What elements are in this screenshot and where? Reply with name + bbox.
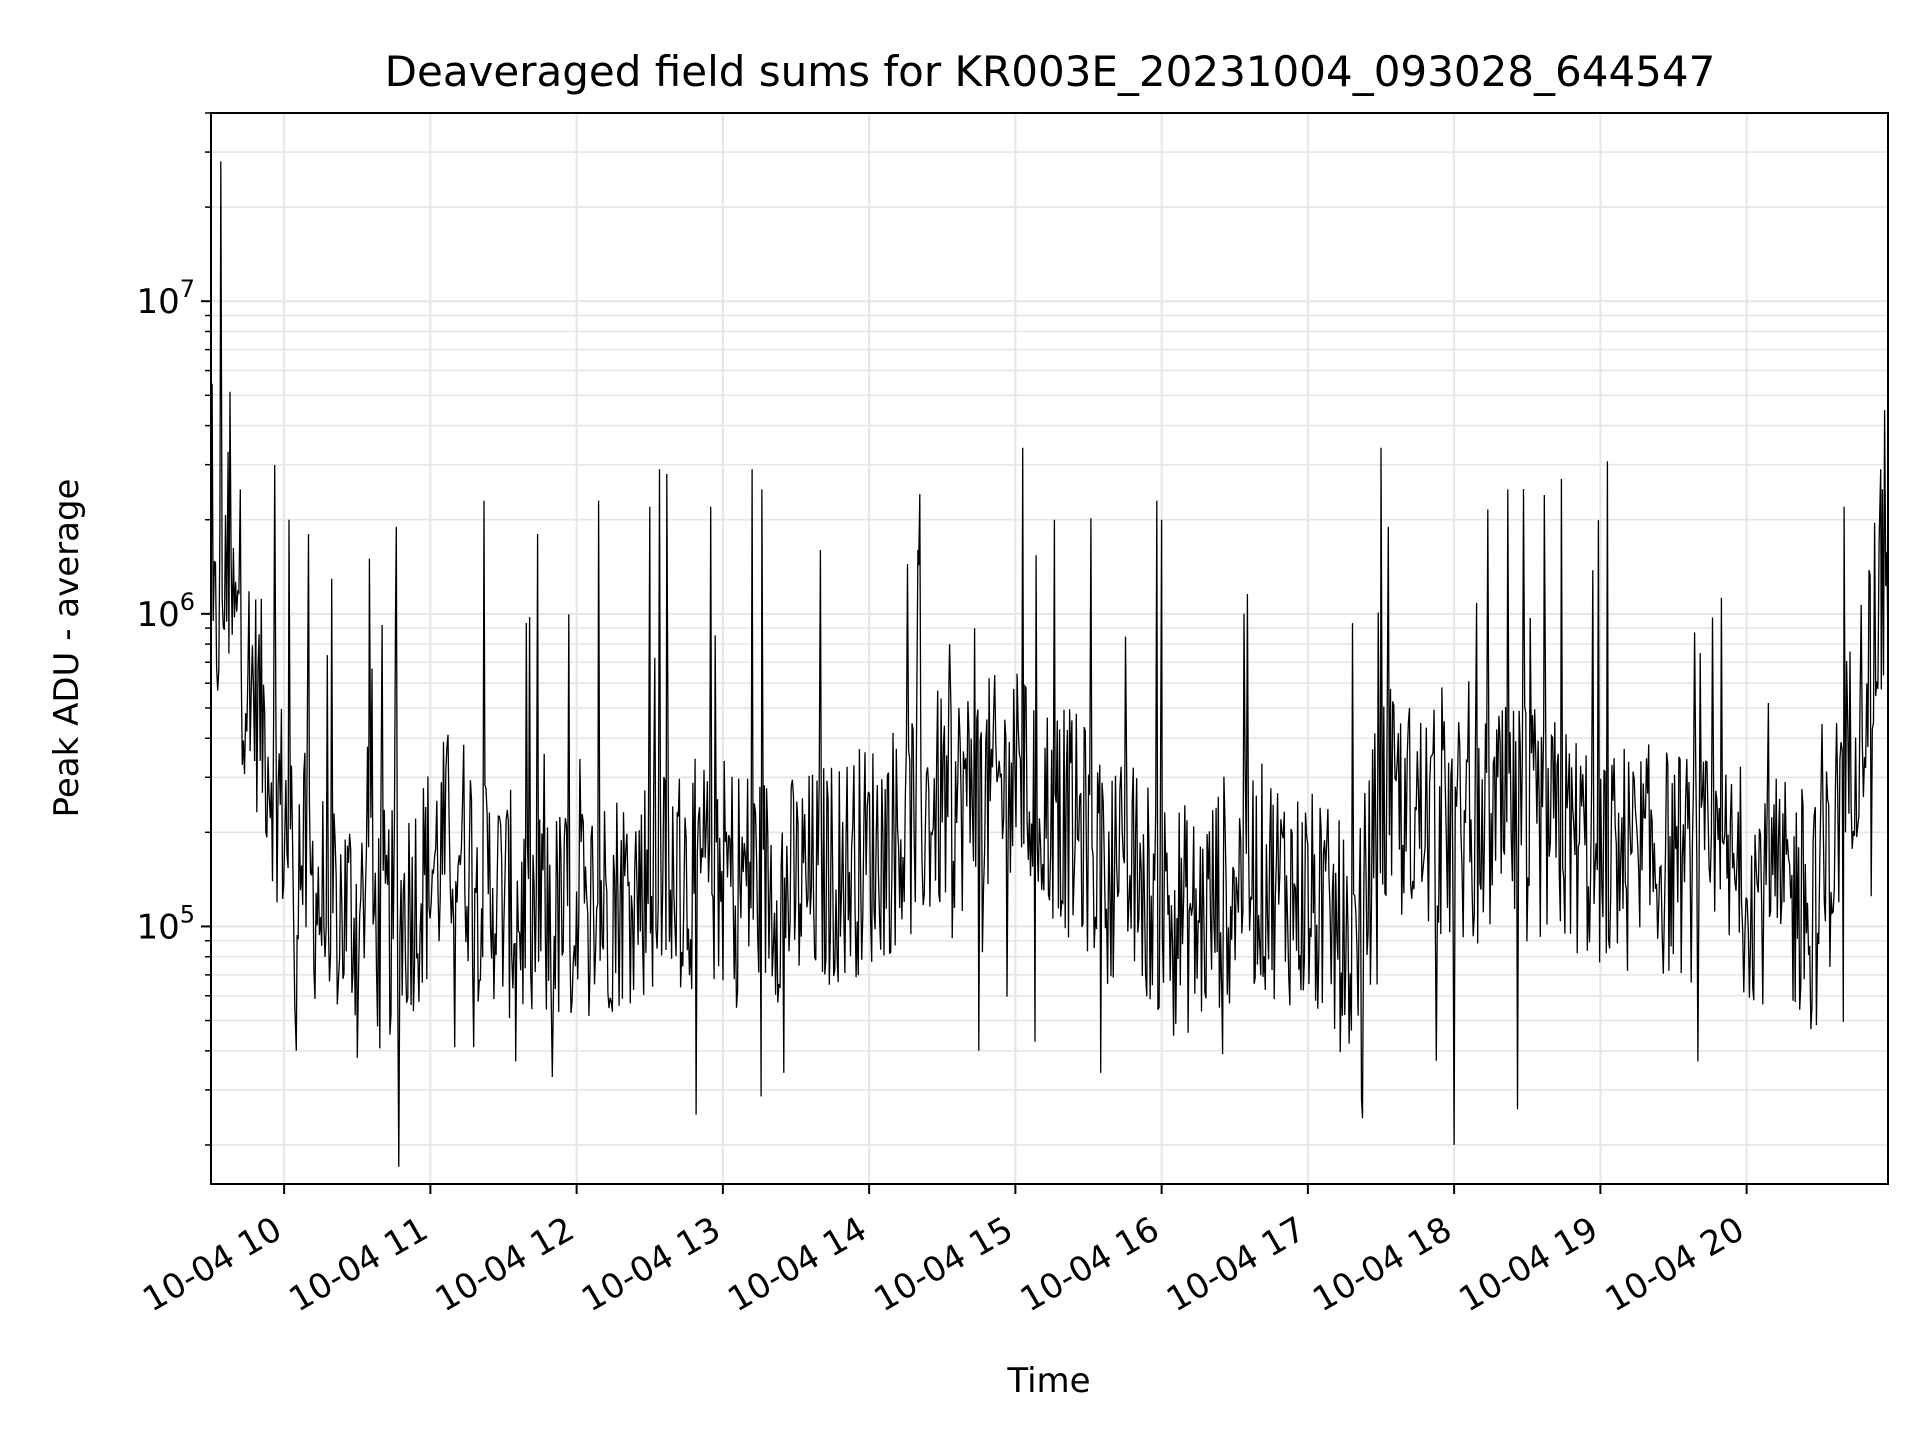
x-tick-label: 10-04 15 <box>867 1209 1019 1320</box>
y-tick-label: 106 <box>136 588 195 635</box>
series-path <box>210 161 1889 1167</box>
y-tick-label: 105 <box>136 900 195 947</box>
x-tick-label: 10-04 11 <box>282 1209 434 1320</box>
x-tick-label: 10-04 16 <box>1014 1209 1166 1320</box>
x-tick-label: 10-04 14 <box>721 1209 873 1320</box>
x-tick-label: 10-04 12 <box>429 1209 581 1320</box>
x-tick-label: 10-04 13 <box>575 1209 727 1320</box>
series-line <box>210 161 1889 1167</box>
y-axis: 105 106 107 <box>136 112 211 1146</box>
x-tick-label: 10-04 19 <box>1452 1209 1604 1320</box>
plot-frame <box>210 112 1889 1185</box>
y-axis-label: Peak ADU - average <box>47 479 87 818</box>
x-tick-label: 10-04 18 <box>1306 1209 1458 1320</box>
x-tick-label: 10-04 17 <box>1160 1209 1312 1320</box>
grid <box>211 112 1888 1184</box>
y-tick-label: 107 <box>136 275 195 322</box>
x-axis-label: Time <box>1006 1361 1090 1401</box>
x-tick-label: 10-04 10 <box>136 1209 288 1320</box>
x-tick-label: 10-04 20 <box>1599 1209 1751 1320</box>
chart-title: Deaveraged field sums for KR003E_2023100… <box>385 47 1716 96</box>
